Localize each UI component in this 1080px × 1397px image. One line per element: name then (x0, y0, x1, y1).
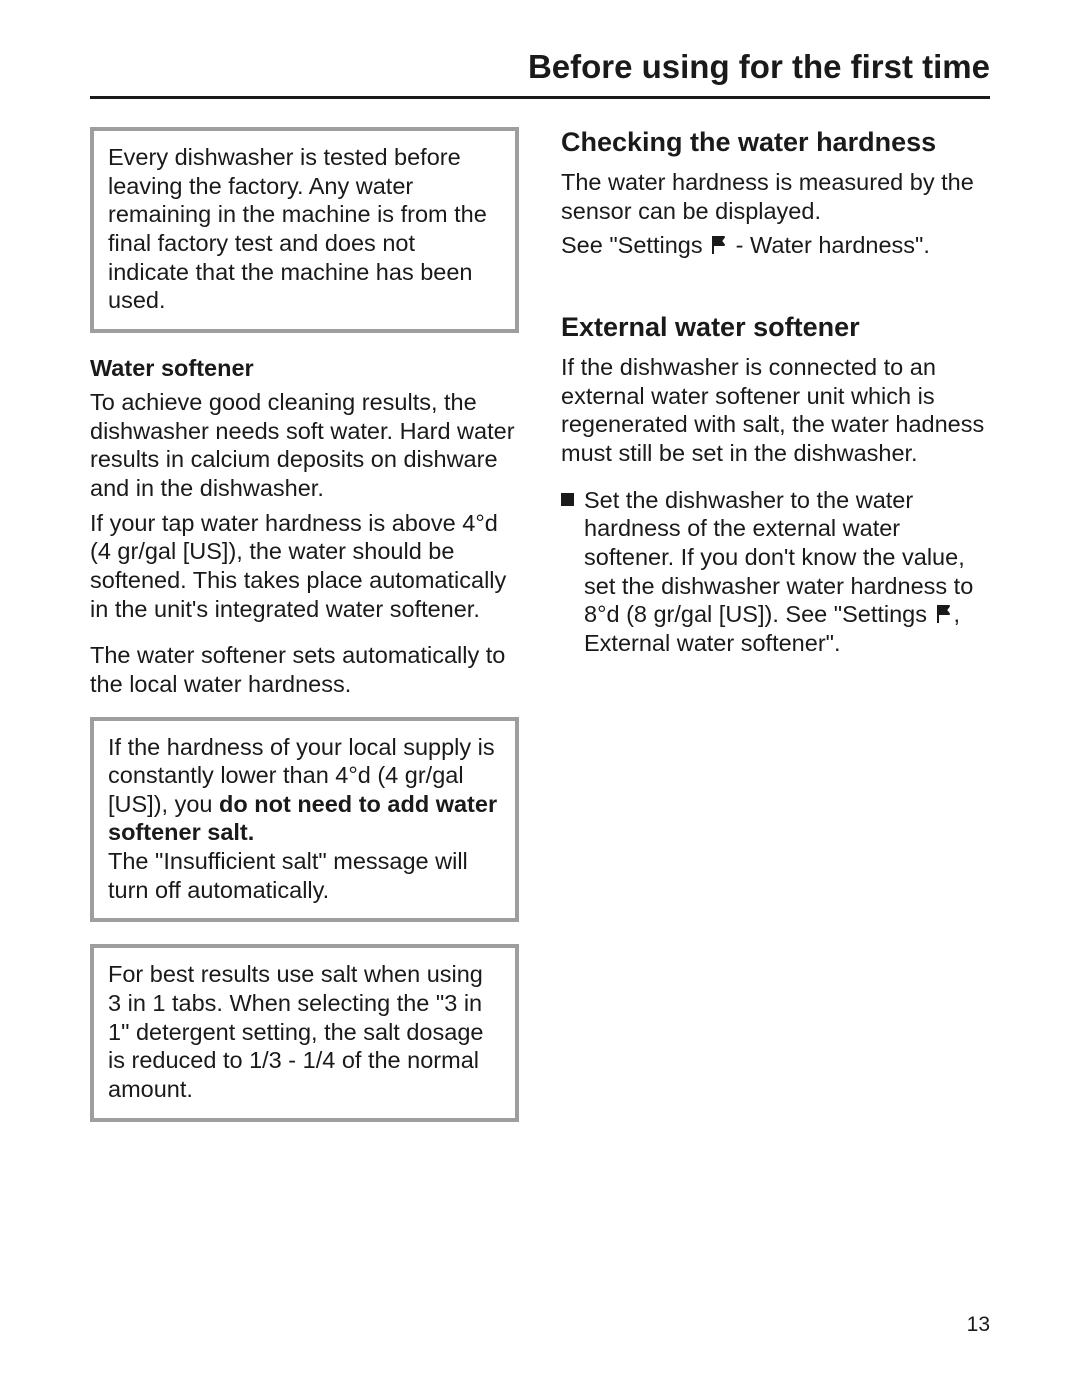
external-softener-heading: External water softener (561, 312, 990, 343)
checking-hardness-paragraph-1: The water hardness is measured by the se… (561, 168, 990, 225)
salt-not-needed-text: If the hardness of your local supply is … (108, 733, 501, 905)
three-in-one-text: For best results use salt when using 3 i… (108, 960, 501, 1103)
water-softener-paragraph-2: The water softener sets automatically to… (90, 641, 519, 698)
right-column: Checking the water hardness The water ha… (561, 127, 990, 1144)
factory-test-note-text: Every dishwasher is tested before leavin… (108, 143, 501, 315)
chapter-title: Before using for the first time (90, 48, 990, 99)
salt-not-needed-suffix: The "Insufficient salt" message will tur… (108, 848, 468, 903)
check-p2-prefix: See "Settings (561, 232, 709, 258)
factory-test-note-box: Every dishwasher is tested before leavin… (90, 127, 519, 333)
checking-hardness-paragraph-2: See "Settings - Water hardness". (561, 231, 990, 260)
left-column: Every dishwasher is tested before leavin… (90, 127, 519, 1144)
salt-not-needed-note-box: If the hardness of your local supply is … (90, 717, 519, 923)
water-softener-subheading: Water softener (90, 355, 519, 382)
flag-icon (711, 235, 727, 255)
three-in-one-note-box: For best results use salt when using 3 i… (90, 944, 519, 1121)
checking-hardness-heading: Checking the water hardness (561, 127, 990, 158)
check-p2-suffix: - Water hardness". (729, 232, 930, 258)
external-softener-bullet-text: Set the dishwasher to the water hardness… (584, 486, 990, 658)
ext-bullet-prefix: Set the dishwasher to the water hardness… (584, 487, 973, 628)
page-number: 13 (967, 1313, 990, 1337)
two-column-layout: Every dishwasher is tested before leavin… (90, 127, 990, 1144)
water-softener-paragraph-1a: To achieve good cleaning results, the di… (90, 388, 519, 503)
water-softener-paragraph-1b: If your tap water hardness is above 4°d … (90, 509, 519, 624)
flag-icon (936, 604, 952, 624)
external-softener-bullet: Set the dishwasher to the water hardness… (561, 486, 990, 658)
square-bullet-icon (561, 493, 574, 506)
external-softener-paragraph-1: If the dishwasher is connected to an ext… (561, 353, 990, 468)
